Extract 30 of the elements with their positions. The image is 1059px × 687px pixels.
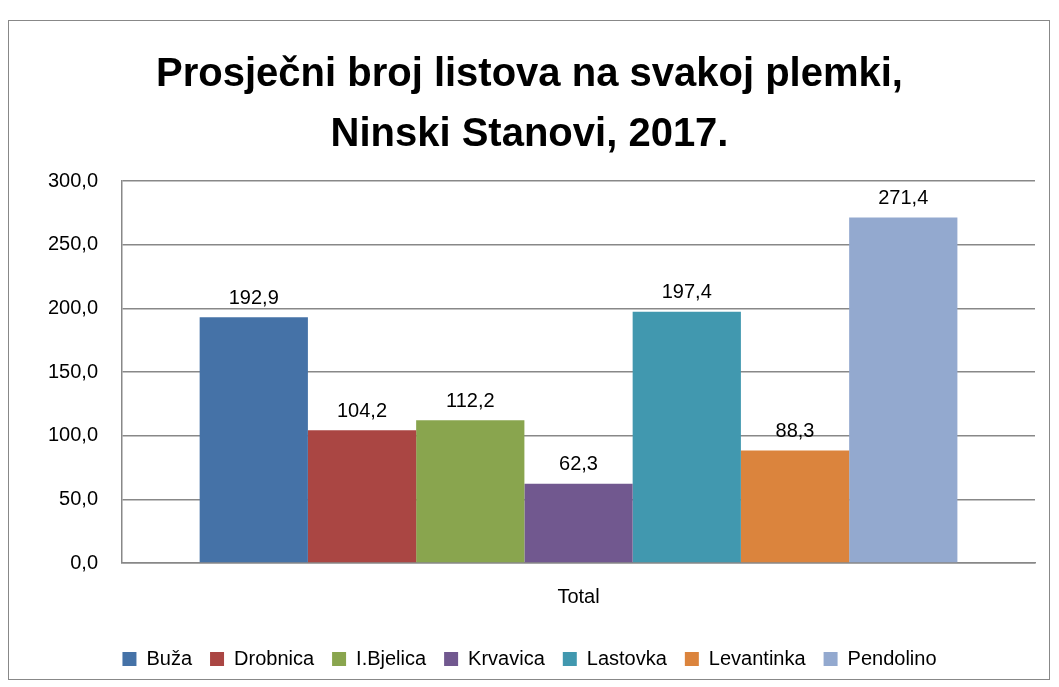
data-label: 62,3: [559, 452, 598, 475]
data-label: 88,3: [775, 419, 815, 442]
legend-label: Pendolino: [847, 646, 937, 669]
bar: [199, 317, 308, 563]
bar: [632, 311, 741, 563]
chart-title: Prosječni broj listova na svakoj plemki, Ninski Stanovi, 2017.: [156, 50, 903, 155]
legend-label: Lastovka: [586, 646, 668, 669]
bar: [416, 420, 525, 563]
data-label: 112,2: [445, 388, 495, 411]
bar: [307, 430, 417, 563]
data-label: 197,4: [661, 280, 712, 303]
legend-label: I.Bjelica: [356, 646, 427, 669]
legend-label: Buža: [146, 646, 193, 669]
y-tick-label: 100,0: [47, 423, 99, 446]
legend-label: Levantinka: [708, 646, 807, 669]
y-tick-label: 250,0: [47, 232, 99, 255]
legend-label: Drobnica: [234, 646, 315, 669]
bar: [524, 483, 633, 563]
y-tick-label: 0,0: [70, 550, 99, 573]
y-tick-label: 200,0: [47, 295, 99, 318]
data-label: 104,2: [336, 398, 388, 421]
data-label: 271,4: [878, 185, 929, 208]
y-tick-label: 50,0: [59, 486, 99, 509]
y-tick-label: 150,0: [47, 359, 99, 382]
y-tick-label: 300,0: [47, 168, 99, 191]
bar: [849, 217, 958, 563]
legend-label: Krvavica: [468, 646, 546, 669]
bar: [740, 450, 850, 563]
x-tick-label: Total: [557, 584, 600, 607]
data-label: 192,9: [228, 285, 279, 308]
